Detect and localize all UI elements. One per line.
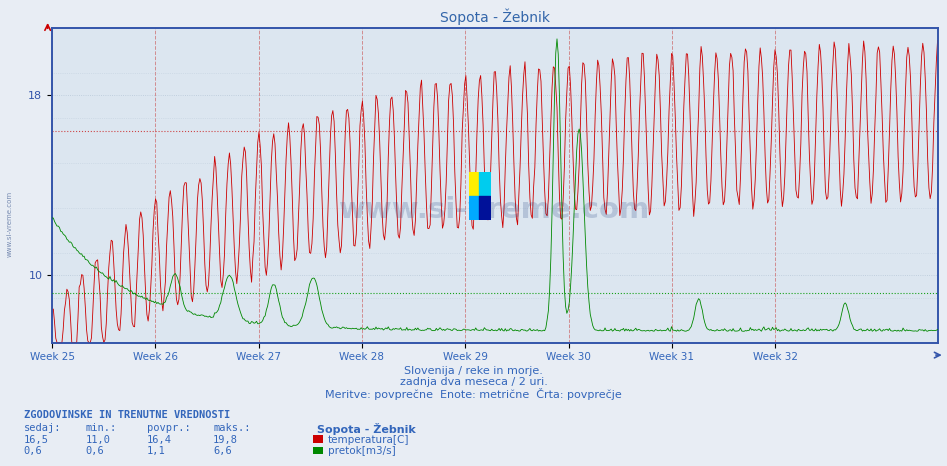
Text: Meritve: povprečne  Enote: metrične  Črta: povprečje: Meritve: povprečne Enote: metrične Črta:… — [325, 388, 622, 400]
Text: Sopota - Žebnik: Sopota - Žebnik — [317, 423, 416, 435]
Text: www.si-vreme.com: www.si-vreme.com — [339, 196, 651, 225]
Text: 0,6: 0,6 — [24, 446, 43, 456]
Text: 1,1: 1,1 — [147, 446, 166, 456]
Text: 16,5: 16,5 — [24, 435, 48, 445]
Text: maks.:: maks.: — [213, 423, 251, 433]
Text: 19,8: 19,8 — [213, 435, 238, 445]
Text: www.si-vreme.com: www.si-vreme.com — [7, 191, 12, 257]
Text: povpr.:: povpr.: — [147, 423, 190, 433]
Text: 11,0: 11,0 — [85, 435, 110, 445]
Text: 6,6: 6,6 — [213, 446, 232, 456]
Text: 16,4: 16,4 — [147, 435, 171, 445]
Text: sedaj:: sedaj: — [24, 423, 62, 433]
Text: temperatura[C]: temperatura[C] — [328, 435, 409, 445]
Title: Sopota - Žebnik: Sopota - Žebnik — [439, 9, 550, 26]
Text: Slovenija / reke in morje.: Slovenija / reke in morje. — [404, 366, 543, 376]
Text: ZGODOVINSKE IN TRENUTNE VREDNOSTI: ZGODOVINSKE IN TRENUTNE VREDNOSTI — [24, 410, 230, 420]
Text: 0,6: 0,6 — [85, 446, 104, 456]
Text: pretok[m3/s]: pretok[m3/s] — [328, 446, 396, 456]
Text: min.:: min.: — [85, 423, 116, 433]
Text: zadnja dva meseca / 2 uri.: zadnja dva meseca / 2 uri. — [400, 377, 547, 386]
